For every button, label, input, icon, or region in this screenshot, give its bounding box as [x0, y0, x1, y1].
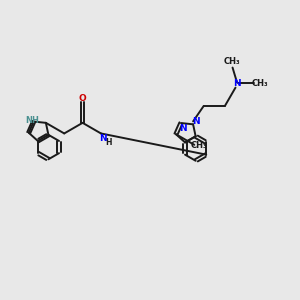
Text: N: N [179, 124, 187, 133]
Text: CH₃: CH₃ [224, 57, 240, 66]
Text: N: N [99, 134, 107, 143]
Text: N: N [192, 117, 199, 126]
Text: CH₃: CH₃ [191, 141, 208, 150]
Text: CH₃: CH₃ [252, 79, 268, 88]
Text: H: H [105, 138, 112, 147]
Text: O: O [79, 94, 86, 103]
Text: N: N [233, 79, 241, 88]
Text: NH: NH [25, 116, 39, 124]
